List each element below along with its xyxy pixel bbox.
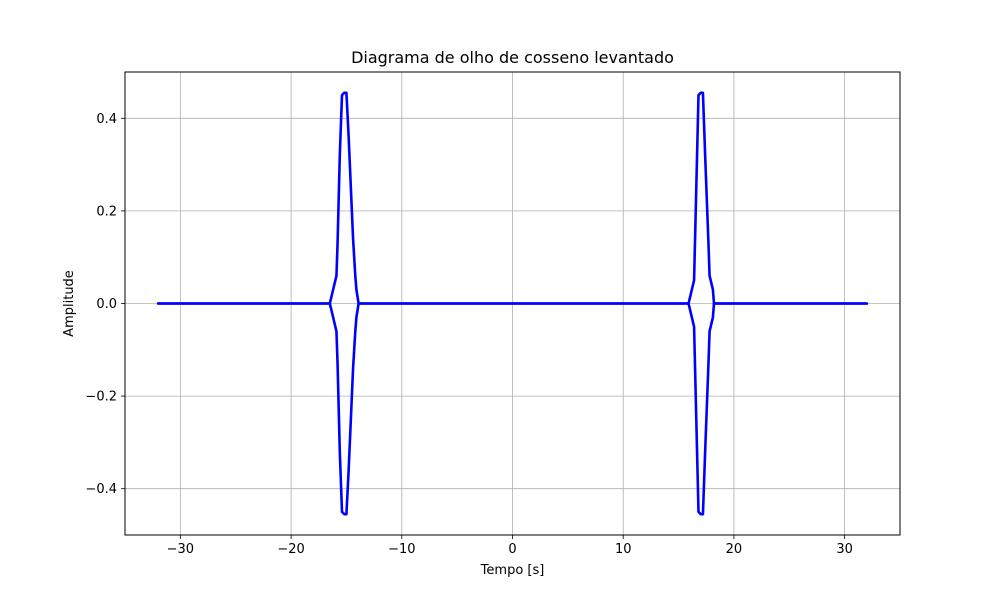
x-tick-label: −10 xyxy=(388,542,415,557)
x-tick-label: 30 xyxy=(836,542,853,557)
y-tick-label: −0.2 xyxy=(85,390,117,405)
x-tick-label: −20 xyxy=(277,542,304,557)
x-tick-label: 10 xyxy=(615,542,632,557)
series-layer xyxy=(156,91,869,516)
x-axis-label: Tempo [s] xyxy=(480,563,545,578)
eye-trace-2 xyxy=(156,302,869,516)
y-tick-label: 0.4 xyxy=(96,112,117,127)
y-axis-label: Amplitude xyxy=(62,270,77,337)
x-axis-ticks: −30 −20 −10 0 10 20 30 xyxy=(167,535,853,557)
chart-title: Diagrama de olho de cosseno levantado xyxy=(351,48,674,67)
y-tick-label: −0.4 xyxy=(85,482,117,497)
y-tick-label: 0.0 xyxy=(96,297,117,312)
y-axis-ticks: −0.4 −0.2 0.0 0.2 0.4 xyxy=(85,112,125,497)
x-tick-label: −30 xyxy=(167,542,194,557)
y-tick-label: 0.2 xyxy=(96,204,117,219)
eye-trace-1 xyxy=(156,91,869,305)
x-tick-label: 0 xyxy=(508,542,516,557)
x-tick-label: 20 xyxy=(726,542,743,557)
